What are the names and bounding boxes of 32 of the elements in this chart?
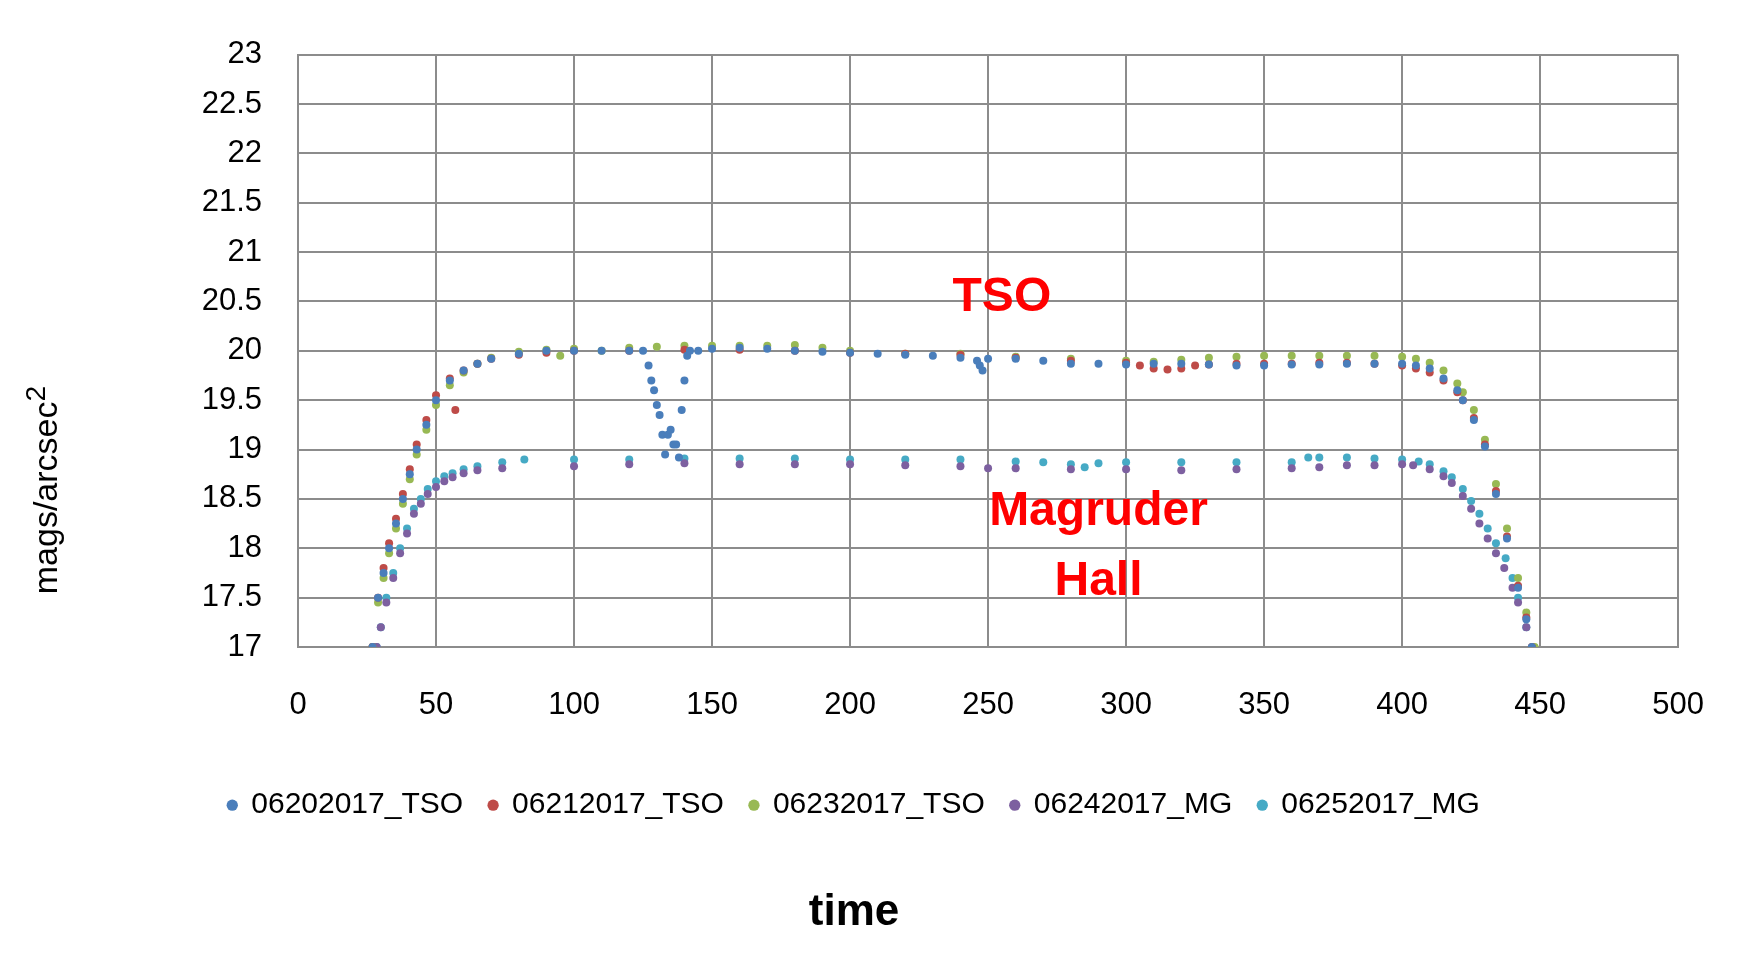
y-tick-label: 21.5 xyxy=(201,183,262,219)
y-tick-label: 20.5 xyxy=(201,281,262,317)
x-tick-label: 200 xyxy=(824,686,876,722)
legend-label: 06232017_TSO xyxy=(772,786,985,820)
x-tick-label: 50 xyxy=(418,686,454,722)
x-axis-title: time xyxy=(808,884,900,934)
y-tick-label: 19 xyxy=(227,430,262,466)
y-tick-label: 20 xyxy=(227,331,262,367)
y-tick-label: 18 xyxy=(227,528,262,564)
x-tick-label: 0 xyxy=(289,686,307,722)
x-tick-label: 300 xyxy=(1100,686,1152,722)
x-tick-label: 450 xyxy=(1514,686,1566,722)
y-tick-label: 21 xyxy=(227,232,262,268)
y-tick-label: 18.5 xyxy=(201,479,262,515)
x-tick-label: 150 xyxy=(686,686,738,722)
y-tick-label: 22.5 xyxy=(201,84,262,120)
y-tick-label: 23 xyxy=(227,35,262,71)
legend-label: 06252017_MG xyxy=(1281,786,1480,820)
x-tick-label: 100 xyxy=(548,686,600,722)
y-tick-label: 19.5 xyxy=(201,380,262,416)
annotation: Magruder Hall xyxy=(989,481,1208,605)
legend-label: 06212017_TSO xyxy=(512,786,724,820)
y-tick-label: 17.5 xyxy=(201,578,262,614)
annotation: TSO xyxy=(952,267,1052,321)
x-tick-label: 500 xyxy=(1652,686,1705,722)
x-tick-label: 400 xyxy=(1376,686,1428,722)
legend-label: 06202017_TSO xyxy=(251,786,464,820)
x-tick-label: 350 xyxy=(1238,686,1290,722)
y-tick-label: 22 xyxy=(227,133,262,169)
legend-label: 06242017_MG xyxy=(1033,786,1233,820)
y-tick-label: 17 xyxy=(227,627,262,663)
x-tick-label: 250 xyxy=(962,686,1014,722)
